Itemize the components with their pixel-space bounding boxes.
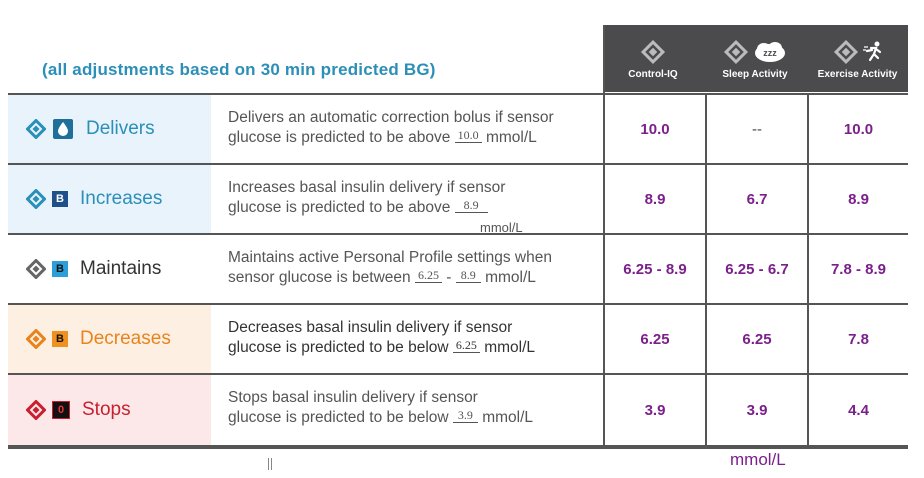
row-description: Decreases basal insulin delivery if sens…: [211, 305, 603, 373]
column-label-sleep: Sleep Activity: [722, 69, 788, 80]
column-header-control-iq: Control-IQ: [603, 25, 703, 92]
column-label-control-iq: Control-IQ: [628, 69, 678, 80]
description-line: glucose is predicted to be above: [228, 199, 451, 216]
row-name-cell: B Maintains: [8, 235, 211, 303]
column-divider: [603, 95, 605, 447]
unit-label: mmol/L: [480, 220, 523, 235]
value-sleep: 6.7: [746, 190, 768, 208]
exercise-runner-icon: [862, 41, 881, 62]
column-header-bar: Control-IQ zzz Sleep Activity: [603, 25, 908, 92]
row-description: Increases basal insulin delivery if sens…: [211, 165, 603, 233]
description-line: glucose is predicted to be below: [228, 409, 449, 426]
blue-diamond-icon: [26, 119, 46, 139]
table-row-increases: B Increases Increases basal insulin deli…: [8, 165, 908, 235]
unit-label: mmol/L: [484, 339, 536, 356]
value-sleep: 6.25 - 6.7: [725, 260, 789, 278]
unit-label: mmol/L: [485, 269, 536, 286]
bolus-drop-icon: [53, 119, 73, 139]
value-sleep: 6.25: [742, 330, 772, 348]
value-exercise: 8.9: [848, 190, 869, 208]
row-description: Stops basal insulin delivery if sensor g…: [211, 375, 603, 445]
column-header-sleep: zzz Sleep Activity: [705, 25, 805, 92]
column-label-exercise: Exercise Activity: [817, 69, 898, 80]
description-line: Increases basal insulin delivery if sens…: [228, 179, 506, 196]
red-diamond-icon: [26, 400, 46, 420]
row-description: Maintains active Personal Profile settin…: [211, 235, 603, 303]
sleep-cloud-icon: zzz: [755, 42, 785, 62]
threshold-value-high: 8.9: [455, 268, 481, 283]
column-divider: [603, 25, 605, 93]
basal-badge-icon: B: [52, 331, 68, 347]
description-line: sensor glucose is between: [228, 269, 411, 286]
threshold-value-low: 6.25: [414, 268, 442, 283]
row-name: Stops: [82, 399, 131, 420]
row-name-cell: B Decreases: [8, 305, 211, 373]
basal-badge-icon: B: [52, 191, 68, 207]
value-exercise: 10.0: [843, 120, 874, 138]
table-row-decreases: B Decreases Decreases basal insulin deli…: [8, 305, 908, 375]
sleep-badge-text: zzz: [763, 48, 777, 58]
threshold-value: 6.25: [452, 338, 480, 353]
unit-label: mmol/L: [482, 409, 534, 426]
footer-unit-label: mmol/L: [730, 450, 786, 469]
table-row-stops: 0 Stops Stops basal insulin delivery if …: [8, 375, 908, 447]
description-line: Stops basal insulin delivery if sensor: [228, 389, 478, 406]
unit-label: mmol/L: [485, 129, 537, 146]
text-cursor-icon: [268, 458, 272, 470]
value-sleep: --: [752, 120, 762, 138]
control-iq-diamond-icon: [833, 39, 858, 65]
blue-diamond-icon: [26, 189, 46, 209]
row-name-cell: 0 Stops: [8, 375, 211, 445]
row-name-cell: B Increases: [8, 165, 211, 233]
table-row-delivers: Delivers Delivers an automatic correctio…: [8, 95, 908, 165]
range-separator: -: [446, 269, 452, 286]
control-iq-diamond-icon: [640, 39, 666, 65]
value-exercise: 4.4: [848, 401, 869, 419]
control-iq-diamond-icon: [723, 39, 749, 65]
value-sleep: 3.9: [746, 401, 768, 419]
column-divider: [705, 95, 707, 447]
value-control-iq: 8.9: [644, 190, 666, 208]
description-line: glucose is predicted to be below: [228, 339, 449, 356]
table-row-maintains: B Maintains Maintains active Personal Pr…: [8, 235, 908, 305]
value-control-iq: 6.25 - 8.9: [623, 260, 687, 278]
row-name-cell: Delivers: [8, 95, 211, 163]
row-description: Delivers an automatic correction bolus i…: [211, 95, 603, 163]
value-control-iq: 10.0: [640, 120, 670, 138]
row-name: Delivers: [86, 118, 155, 139]
description-line: Decreases basal insulin delivery if sens…: [228, 319, 513, 336]
threshold-value: 3.9: [452, 408, 478, 423]
gray-diamond-icon: [26, 259, 46, 279]
threshold-value: 8.9: [454, 198, 488, 213]
adjustments-table: Delivers Delivers an automatic correctio…: [8, 93, 908, 449]
row-name: Maintains: [80, 258, 162, 279]
value-exercise: 7.8: [848, 330, 869, 348]
orange-diamond-icon: [26, 329, 46, 349]
description-line: Delivers an automatic correction bolus i…: [228, 109, 554, 126]
value-control-iq: 6.25: [640, 330, 670, 348]
column-divider: [807, 95, 809, 447]
row-name: Increases: [80, 188, 163, 209]
table-subtitle: (all adjustments based on 30 min predict…: [42, 60, 436, 79]
value-exercise: 7.8 - 8.9: [830, 260, 887, 278]
basal-badge-icon: B: [52, 261, 68, 277]
column-header-exercise: Exercise Activity: [807, 25, 908, 92]
description-line: Maintains active Personal Profile settin…: [228, 249, 552, 266]
row-name: Decreases: [80, 328, 171, 349]
description-line: glucose is predicted to be above: [228, 129, 451, 146]
threshold-value: 10.0: [454, 128, 482, 143]
zero-basal-badge-icon: 0: [52, 401, 70, 419]
value-control-iq: 3.9: [644, 401, 666, 419]
